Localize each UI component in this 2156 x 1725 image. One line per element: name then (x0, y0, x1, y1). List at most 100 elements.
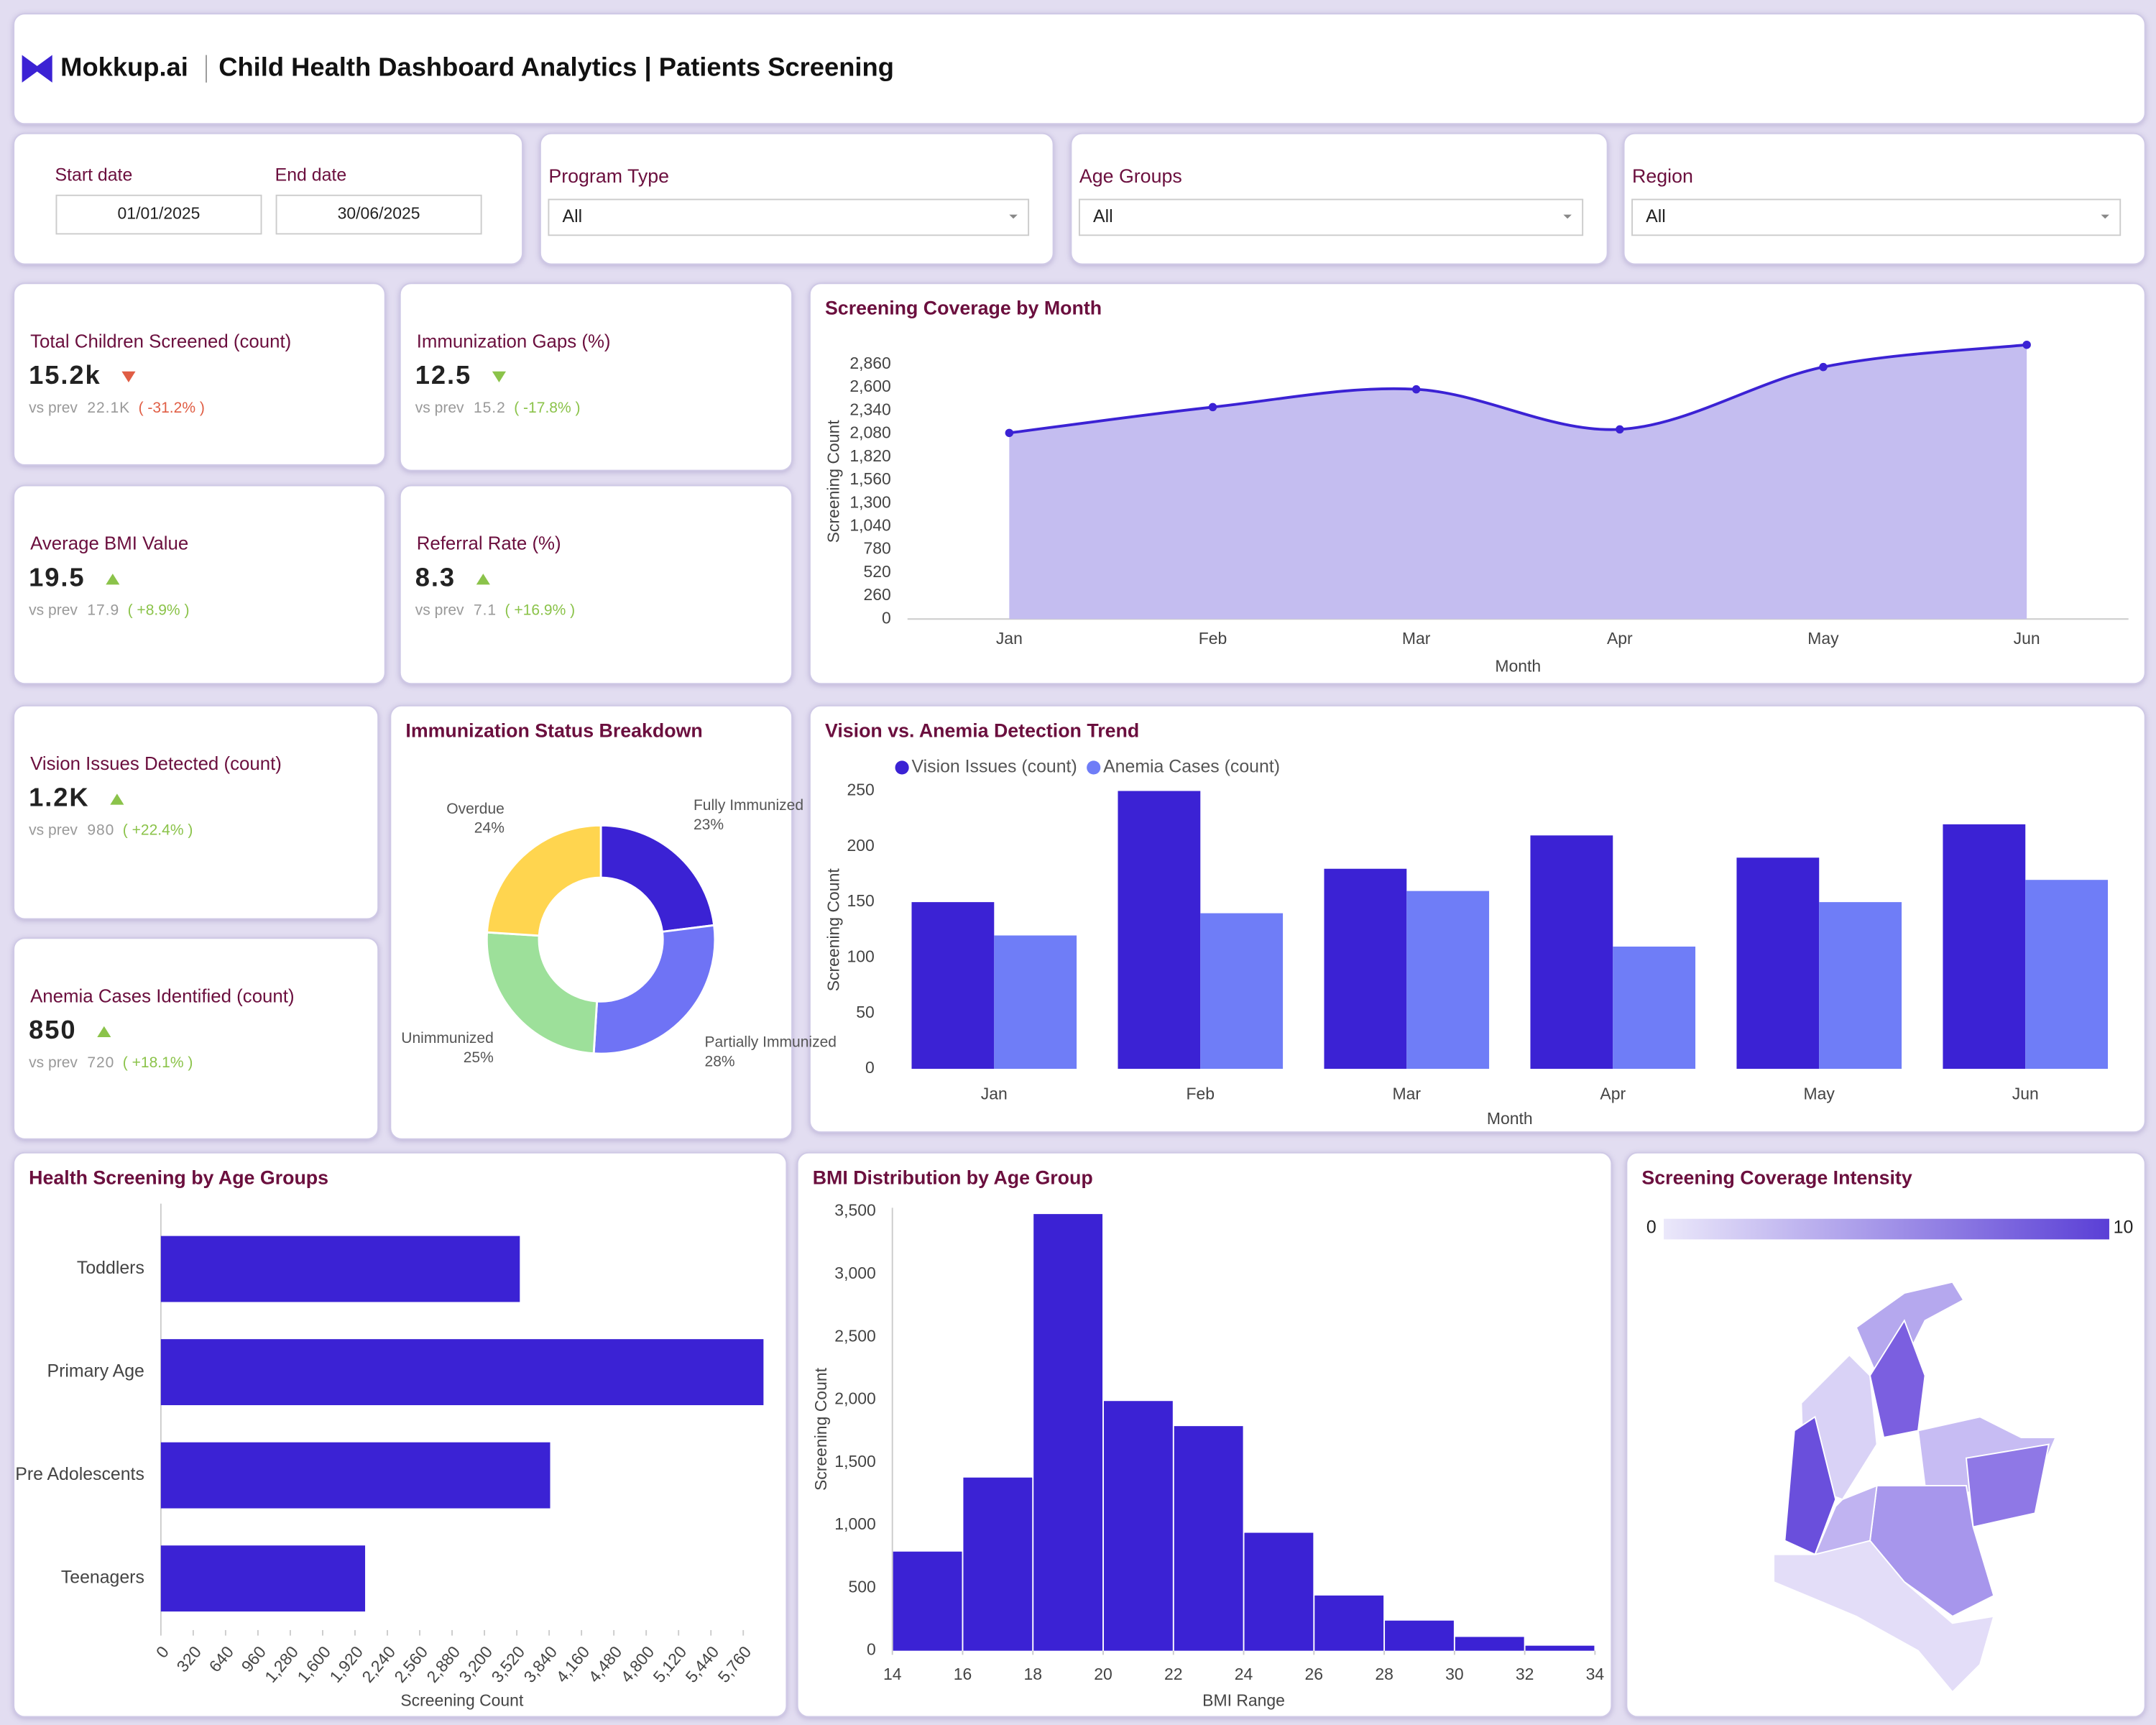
dropdown[interactable] (1078, 198, 1584, 236)
trend-arrow (492, 371, 507, 383)
x-tick-label: Apr (1607, 629, 1633, 648)
kpi-prev: 22.1K (87, 400, 130, 416)
y-tick-label: 1,000 (834, 1514, 875, 1533)
vs-label: vs prev (29, 1054, 78, 1071)
y-tick-label: 3,000 (834, 1264, 875, 1282)
card (13, 484, 386, 685)
point (1005, 428, 1014, 438)
color-scale (1664, 1218, 2109, 1240)
card (13, 282, 386, 466)
y-tick-label: 100 (847, 947, 875, 966)
y-tick-label: 200 (847, 836, 875, 855)
y-tick-label: 2,000 (834, 1389, 875, 1408)
bar (893, 1551, 962, 1651)
y-tick-label: 500 (848, 1577, 875, 1596)
bar (1244, 1532, 1314, 1651)
bar (160, 1339, 764, 1406)
x-tick-label: Jun (2014, 629, 2040, 648)
y-tick-label: 50 (856, 1003, 875, 1021)
bar (1819, 902, 1902, 1070)
bar (1314, 1595, 1384, 1651)
bar (1943, 824, 2026, 1070)
x-tick-label: Jun (2012, 1085, 2039, 1103)
kpi-title: Average BMI Value (30, 534, 188, 554)
y-tick-label: 150 (847, 891, 875, 910)
brand: Mokkup.ai (60, 52, 188, 81)
scale-max: 10 (2114, 1218, 2134, 1238)
trend-arrow (97, 1026, 111, 1038)
date-value: 01/01/2025 (118, 204, 201, 223)
trend-arrow (476, 574, 490, 585)
x-tick-label: 20 (1094, 1665, 1112, 1683)
point (1208, 402, 1217, 412)
x-tick-label: May (1807, 629, 1839, 648)
bar (994, 935, 1077, 1070)
card (13, 937, 379, 1140)
dropdown-arrow (1563, 214, 1572, 219)
bar (1200, 913, 1284, 1070)
kpi-title: Total Children Screened (count) (30, 331, 291, 351)
y-tick-label: 1,040 (849, 515, 890, 534)
date-input[interactable] (275, 194, 482, 235)
donut-slice (485, 931, 599, 1055)
y-tick-label: 0 (882, 608, 891, 627)
vs-label: vs prev (415, 602, 464, 618)
kpi-value: 850 (29, 1015, 76, 1044)
dropdown[interactable] (548, 198, 1030, 236)
card (399, 484, 793, 685)
x-tick-label: 26 (1305, 1665, 1324, 1683)
y-tick-label: 1,300 (849, 492, 890, 511)
x-axis-label: BMI Range (1202, 1691, 1285, 1710)
slice-label: Fully Immunized (694, 797, 803, 814)
y-tick-label: 2,600 (849, 377, 890, 395)
logo (22, 55, 52, 83)
kpi-title: Anemia Cases Identified (count) (30, 986, 294, 1006)
bar (160, 1545, 366, 1612)
header-card (13, 13, 2146, 125)
dropdown-value: All (563, 206, 583, 226)
kpi-prev: 15.2 (474, 400, 506, 416)
x-tick-label: Jan (981, 1085, 1008, 1103)
donut-slice (486, 824, 602, 937)
bar (1455, 1637, 1524, 1651)
bar (1406, 891, 1490, 1070)
kpi-change: ( +8.9% ) (128, 602, 190, 618)
map-region (1965, 1443, 2050, 1528)
bar (1174, 1426, 1243, 1651)
x-tick-label: May (1804, 1085, 1835, 1103)
x-tick-label: 28 (1375, 1665, 1393, 1683)
map-region (1869, 1319, 1926, 1439)
x-axis-label: Month (1495, 656, 1541, 675)
y-tick-label: 2,080 (849, 423, 890, 442)
dropdown[interactable] (1631, 198, 2122, 236)
dropdown-label: Age Groups (1079, 165, 1182, 187)
point (2022, 340, 2031, 349)
dropdown-label: Program Type (548, 165, 669, 187)
x-tick-label: Apr (1600, 1085, 1626, 1103)
line (1009, 343, 2027, 435)
y-tick-label: Pre Adolescents (15, 1464, 144, 1484)
card (390, 704, 793, 1140)
kpi-prev: 7.1 (474, 602, 497, 618)
y-tick-label: 780 (864, 539, 891, 558)
kpi-title: Vision Issues Detected (count) (30, 754, 282, 774)
kpi-change: ( -17.8% ) (514, 400, 580, 416)
card (13, 704, 379, 920)
x-tick-label: Feb (1199, 629, 1227, 648)
point (1411, 385, 1421, 394)
bar (1613, 946, 1696, 1070)
y-tick-label: 2,340 (849, 400, 890, 418)
bar (1525, 1645, 1595, 1651)
point (1819, 362, 1828, 372)
date-input[interactable] (55, 194, 262, 235)
bar (160, 1442, 550, 1509)
kpi-value: 15.2k (29, 360, 101, 390)
y-tick-label: 2,500 (834, 1326, 875, 1345)
chart-title: Immunization Status Breakdown (405, 719, 702, 741)
y-axis-label: Screening Count (824, 868, 842, 992)
kpi-change: ( +22.4% ) (123, 822, 193, 839)
dropdown-value: All (1093, 206, 1113, 226)
x-tick-label: 14 (883, 1665, 902, 1683)
y-tick-label: 520 (864, 562, 891, 581)
